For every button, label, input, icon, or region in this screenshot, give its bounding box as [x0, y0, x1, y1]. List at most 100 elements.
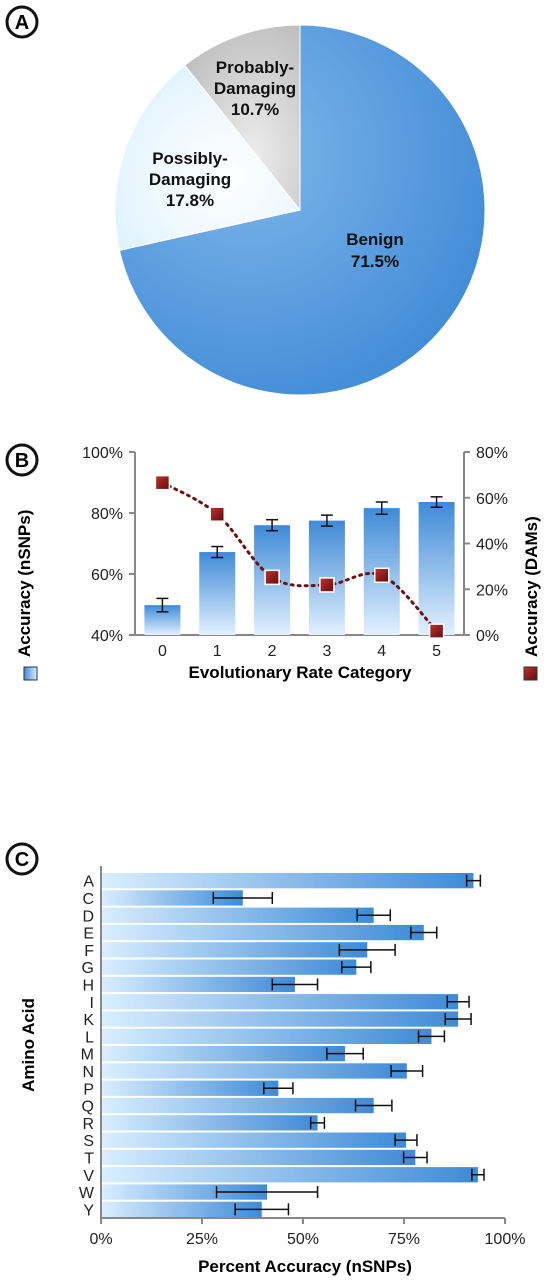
- c-category-label: R: [82, 1116, 94, 1133]
- b-x-tick-label: 3: [322, 643, 331, 660]
- c-bar-V: [102, 1167, 478, 1183]
- panel-label-c: C: [5, 842, 39, 876]
- c-x-tick-label: 25%: [186, 1231, 218, 1248]
- b-dam-point-1: [209, 506, 225, 522]
- c-bar-C: [102, 890, 243, 906]
- c-bar-H: [102, 976, 295, 993]
- c-bar-R: [102, 1115, 318, 1131]
- c-y-axis-label: Amino Acid: [19, 998, 38, 1092]
- c-category-label: S: [83, 1133, 94, 1150]
- c-bar-K: [102, 1011, 459, 1027]
- b-left-axis-label: Accuracy (nSNPs): [15, 510, 34, 657]
- c-category-label: P: [83, 1081, 94, 1098]
- c-category-label: T: [84, 1150, 94, 1167]
- c-x-axis-label: Percent Accuracy (nSNPs): [198, 1257, 412, 1276]
- pie-label-benign-line1: Benign: [346, 230, 404, 249]
- b-bars: [144, 496, 455, 635]
- c-category-label: Y: [83, 1202, 94, 1219]
- b-right-tick-label: 0%: [476, 628, 499, 645]
- c-bar-S: [102, 1132, 407, 1148]
- b-right-tick-label: 60%: [476, 491, 508, 508]
- b-dam-point-2: [264, 569, 280, 586]
- c-category-label: D: [82, 908, 94, 925]
- c-category-label: G: [82, 960, 94, 977]
- pie-label-probably: Probably- Damaging 10.7%: [214, 58, 296, 119]
- panel-label-b-text: B: [15, 450, 29, 472]
- evolutionary-rate-chart: 40% 60% 80% 1 0 0% 0% 20% 40% 60% 80% 0 1 2 3 4 5 Evol…: [15, 445, 541, 682]
- c-bar-T: [102, 1149, 416, 1166]
- pie-slice-probably-damaging: [184, 24, 301, 212]
- c-category-label: W: [79, 1185, 95, 1202]
- c-x-tick-labels: 0% 25% 50% 75% 100%: [89, 1218, 525, 1248]
- b-dam-point-3: [319, 577, 335, 593]
- panel-label-a: A: [5, 5, 39, 39]
- c-category-label: H: [82, 977, 94, 994]
- c-category-label: V: [83, 1168, 94, 1185]
- b-left-tick-label: 40%: [91, 628, 123, 645]
- c-bar-Q: [102, 1097, 374, 1114]
- b-dam-line: [154, 474, 445, 639]
- b-right-axis-label: Accuracy (DAMs): [522, 516, 541, 657]
- b-x-tick-labels: 0 1 2 3 4 5: [158, 643, 441, 660]
- b-right-legend: Accuracy (DAMs): [522, 516, 541, 681]
- c-category-label: C: [82, 891, 94, 908]
- b-right-tick-labels: 0% 20% 40% 60% 80%: [464, 445, 508, 645]
- panel-label-c-text: C: [15, 849, 29, 871]
- c-category-label: L: [85, 1029, 94, 1046]
- c-category-label: M: [81, 1047, 94, 1064]
- b-x-axis-label: Evolutionary Rate Category: [189, 663, 412, 682]
- pie-slice-benign: [118, 24, 486, 396]
- b-left-legend: Accuracy (nSNPs): [15, 510, 38, 681]
- b-x-tick-label: 1: [213, 643, 222, 660]
- b-left-tick-label: 80%: [91, 506, 123, 523]
- pie-label-benign: Benign 71.5%: [346, 230, 404, 271]
- c-bar-I: [102, 994, 459, 1010]
- pie-label-probably-line3: 10.7%: [231, 100, 279, 119]
- c-bar-A: [102, 873, 474, 889]
- b-x-tick-label: 2: [268, 643, 277, 660]
- pie-label-probably-line1: Probably-: [216, 58, 294, 77]
- c-bar-M: [102, 1046, 346, 1062]
- c-category-label: N: [82, 1064, 94, 1081]
- b-left-tick-label: 60%: [91, 567, 123, 584]
- c-bar-D: [102, 907, 374, 923]
- pie-label-possibly-line1: Possibly-: [152, 149, 228, 168]
- c-x-tick-label: 100%: [485, 1231, 526, 1248]
- pie-label-possibly-line3: 17.8%: [166, 191, 214, 210]
- c-bar-F: [102, 942, 368, 958]
- panel-label-b: B: [5, 443, 39, 477]
- b-dam-point-5: [428, 623, 445, 639]
- c-x-tick-label: 75%: [388, 1231, 420, 1248]
- c-category-label: A: [83, 874, 94, 891]
- c-category-label: Q: [82, 1099, 94, 1116]
- pie-label-possibly: Possibly- Damaging 17.8%: [149, 149, 231, 210]
- b-dam-point-4: [374, 567, 390, 584]
- c-category-label: E: [83, 926, 94, 943]
- c-bar-G: [102, 959, 357, 975]
- c-category-label: I: [90, 995, 94, 1012]
- b-x-tick-label: 0: [158, 643, 167, 660]
- pie-label-probably-line2: Damaging: [214, 79, 296, 98]
- b-bar-1: [199, 552, 236, 635]
- b-right-tick-label: 20%: [476, 582, 508, 599]
- pie-label-possibly-line2: Damaging: [149, 170, 231, 189]
- b-left-tick-labels: 40% 60% 80% 100%: [82, 445, 135, 645]
- c-bar-P: [102, 1080, 279, 1096]
- c-x-tick-label: 0%: [89, 1231, 112, 1248]
- b-x-tick-label: 4: [377, 643, 386, 660]
- b-legend-red-swatch: [523, 666, 538, 681]
- b-right-tick-label: 40%: [476, 537, 508, 554]
- b-legend-blue-swatch: [23, 666, 38, 681]
- c-x-tick-label: 50%: [287, 1231, 319, 1248]
- b-x-tick-label: 5: [432, 643, 441, 660]
- c-bar-L: [102, 1028, 432, 1044]
- c-bar-E: [102, 924, 424, 941]
- c-category-label: K: [83, 1012, 94, 1029]
- c-bar-Y: [102, 1201, 262, 1217]
- c-bar-W: [102, 1184, 268, 1200]
- b-bar-5: [418, 502, 455, 635]
- b-right-tick-label: 80%: [476, 445, 508, 462]
